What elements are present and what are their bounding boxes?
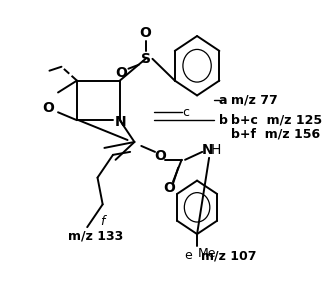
Text: m/z 133: m/z 133	[68, 230, 123, 243]
Text: O: O	[115, 66, 127, 80]
Text: m/z 107: m/z 107	[200, 249, 256, 262]
Text: b: b	[218, 114, 227, 127]
Text: O: O	[164, 180, 176, 194]
Text: f: f	[100, 215, 105, 228]
Text: a: a	[218, 94, 227, 107]
Text: N: N	[202, 143, 213, 157]
Text: O: O	[154, 149, 166, 163]
Text: N: N	[115, 115, 127, 129]
Text: S: S	[140, 52, 151, 66]
Text: m/z 77: m/z 77	[231, 94, 278, 107]
Text: e: e	[185, 249, 192, 262]
Text: b+c  m/z 125: b+c m/z 125	[231, 114, 322, 127]
Text: H: H	[211, 143, 221, 157]
Text: b+f  m/z 156: b+f m/z 156	[231, 128, 320, 140]
Text: O: O	[42, 101, 54, 115]
Text: Me: Me	[198, 247, 216, 260]
Text: c: c	[182, 106, 190, 119]
Text: O: O	[139, 26, 152, 40]
